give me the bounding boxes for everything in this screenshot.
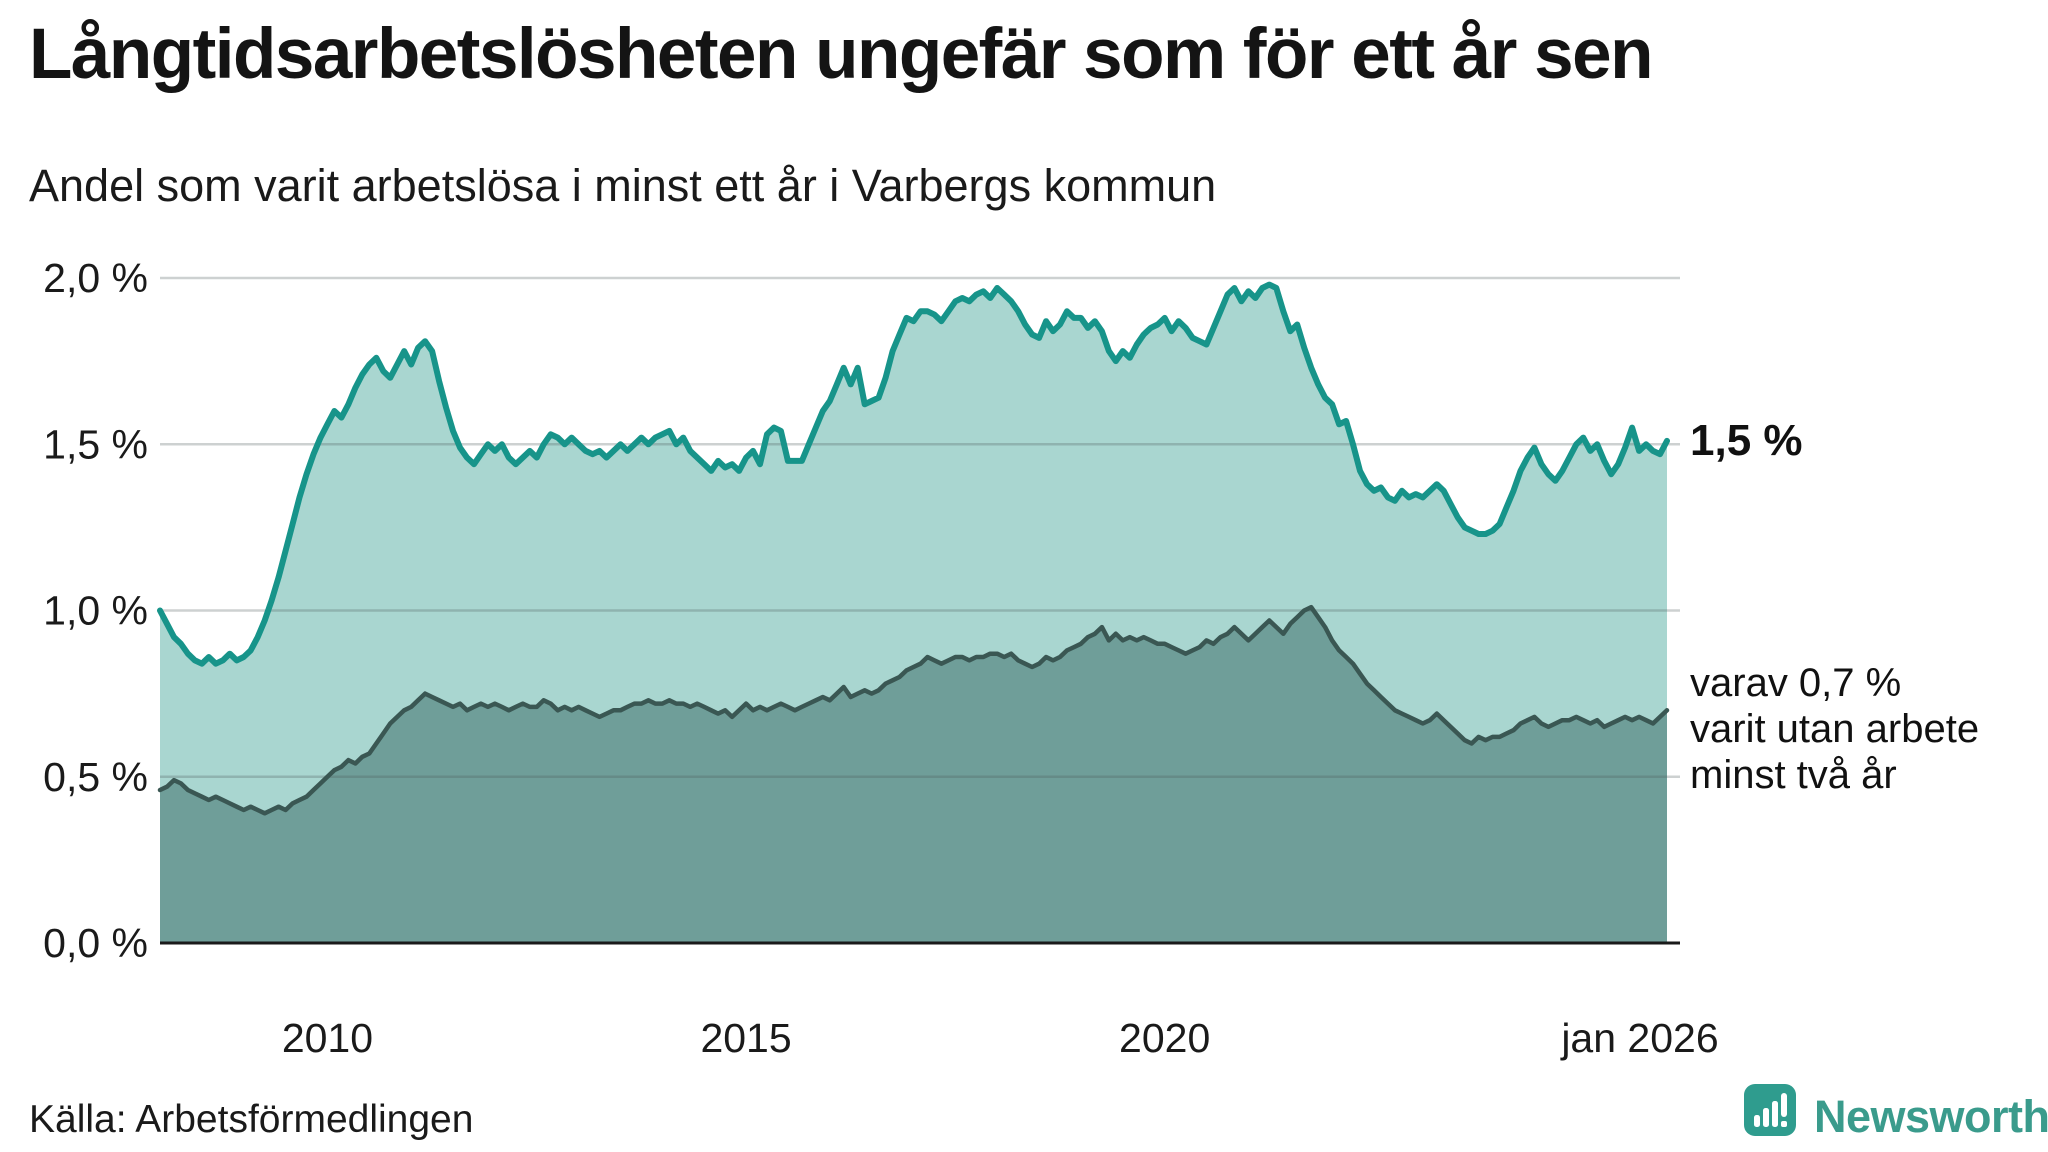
page-title: Långtidsarbetslösheten ungefär som för e… — [29, 15, 1653, 94]
secondary-annotation-line-3: minst två år — [1690, 753, 1897, 797]
x-axis-tick-label: jan 2026 — [1560, 1015, 1718, 1061]
y-axis-tick-labels: 2,0 % 1,5 % 1,0 % 0,5 % 0,0 % — [43, 255, 148, 966]
gridlines — [160, 276, 1680, 778]
area-fill-two-year — [160, 607, 1667, 943]
line-one-year — [157, 281, 1670, 667]
brand-logo: Newsworthy — [1736, 1082, 2048, 1152]
line-two-year — [157, 604, 1670, 816]
secondary-series-annotation: varav 0,7 % varit utan arbete minst två … — [1690, 660, 1979, 798]
end-value-annotation: 1,5 % — [1690, 416, 1803, 465]
newsworthy-logo-icon — [1744, 1084, 1796, 1136]
x-axis-tick-labels: 2010 2015 2020 jan 2026 — [282, 1015, 1719, 1061]
x-axis-tick-label: 2015 — [700, 1015, 791, 1061]
x-axis-tick-label: 2010 — [282, 1015, 373, 1061]
page-subtitle: Andel som varit arbetslösa i minst ett å… — [29, 160, 1217, 211]
x-axis-tick-label: 2020 — [1119, 1015, 1210, 1061]
y-axis-tick-label: 2,0 % — [43, 255, 148, 301]
y-axis-tick-label: 0,0 % — [43, 920, 148, 966]
source-note: Källa: Arbetsförmedlingen — [29, 1098, 474, 1141]
y-axis-tick-label: 1,0 % — [43, 588, 148, 634]
brand-name: Newsworthy — [1814, 1091, 2048, 1142]
secondary-annotation-line-1: varav 0,7 % — [1690, 661, 1902, 705]
secondary-annotation-line-2: varit utan arbete — [1690, 707, 1980, 751]
y-axis-tick-label: 0,5 % — [43, 754, 148, 800]
y-axis-tick-label: 1,5 % — [43, 421, 148, 467]
